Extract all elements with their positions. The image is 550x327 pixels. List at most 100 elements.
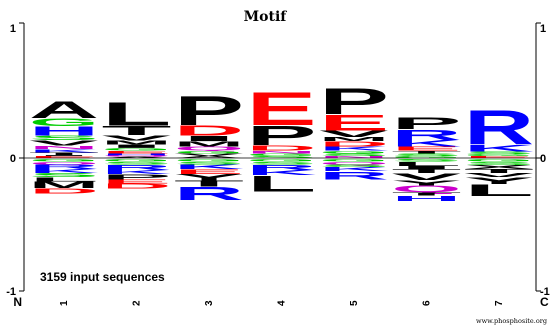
logo-letter-k-pos5-below-3: K <box>319 166 389 172</box>
logo-letter-p-pos5-above-0: P <box>319 80 389 122</box>
logo-letter-t-pos7-below-3: T <box>464 168 534 174</box>
logo-letter-s-pos7-above-2: S <box>464 151 534 155</box>
logo-letter-r-pos1-below-2: R <box>29 163 99 170</box>
logo-letter-t-pos1-above-7: T <box>29 152 99 156</box>
position-labels: 1 2 3 4 5 6 7 <box>59 300 505 306</box>
logo-letter-k-pos5-above-5: K <box>319 146 389 152</box>
right-tick-label-bottom: -1 <box>540 286 550 298</box>
n-terminal-label: N <box>13 295 22 309</box>
logo-letter-g-pos6-above-6: G <box>392 155 462 158</box>
logo-letter-s-pos2-below-1: S <box>102 161 172 165</box>
logo-letter-n-pos5-above-8: N <box>319 155 389 158</box>
logo-letter-p-pos6-above-0: P <box>392 114 462 133</box>
position-label-7: 7 <box>494 300 505 306</box>
logo-letter-g-pos1-above-1: G <box>29 116 99 129</box>
logo-letter-g-pos5-above-6: G <box>319 150 389 154</box>
logo-letter-y-pos7-below-5: Y <box>464 176 534 186</box>
logo-letter-d-pos4-above-2: D <box>247 144 317 152</box>
logo-letter-e-pos1-above-9: E <box>29 156 99 159</box>
right-tick-label-top: 1 <box>540 23 546 35</box>
logo-letter-i-pos3-above-2: I <box>174 134 244 142</box>
logo-letter-n-pos4-above-3: N <box>247 150 317 154</box>
logo-letter-d-pos2-below-6: D <box>102 182 172 190</box>
logo-letter-l-pos1-below-5: L <box>29 176 99 182</box>
logo-letter-e-pos6-above-3: E <box>392 146 462 152</box>
logo-letter-r-pos6-above-1: R <box>392 126 462 143</box>
letter-stacks: AGHSVNKTIEGQRKSLMDLTVMIGEHQAGSRKPEDPDIMQ… <box>29 80 534 204</box>
logo-letter-q-pos5-below-1: Q <box>319 161 389 165</box>
logo-letter-v-pos6-below-4: V <box>392 171 462 181</box>
logo-letter-k-pos1-below-3: K <box>29 168 99 174</box>
logo-letter-e-pos3-below-3: E <box>174 168 244 175</box>
logo-letter-k-pos2-below-3: K <box>102 169 172 175</box>
logo-letter-e-pos7-above-4: E <box>464 155 534 158</box>
logo-letter-v-pos2-above-2: V <box>102 134 172 142</box>
logo-letter-m-pos5-above-3: M <box>319 136 389 142</box>
logo-letter-p-pos3-above-0: P <box>174 88 244 134</box>
logo-letter-r-pos5-below-4: R <box>319 169 389 182</box>
logo-letter-g-pos1-below-0: G <box>29 158 99 162</box>
logo-letter-e-pos2-below-5: E <box>102 178 172 184</box>
logo-letter-s-pos7-below-1: S <box>464 161 534 166</box>
logo-letter-t-pos6-below-3: T <box>392 168 462 174</box>
logo-letter-d-pos1-below-7: D <box>29 187 99 195</box>
logo-letter-t-pos2-above-1: T <box>102 123 172 138</box>
logo-letter-t-pos6-below-7: T <box>392 191 462 196</box>
logo-letter-i-pos1-above-8: I <box>29 155 99 157</box>
logo-letter-k-pos7-above-1: K <box>464 143 534 153</box>
logo-letter-t-pos3-below-5: T <box>174 179 244 188</box>
logo-letter-n-pos1-above-5: N <box>29 145 99 150</box>
position-label-4: 4 <box>277 300 288 306</box>
logo-letter-h-pos2-above-7: H <box>102 153 172 156</box>
input-sequences-note: 3159 input sequences <box>40 270 165 284</box>
logo-letter-g-pos3-above-5: G <box>174 150 244 154</box>
logo-letter-a-pos2-above-9: A <box>102 156 172 158</box>
left-tick-label-top: 1 <box>10 23 16 35</box>
right-tick-label-mid: 0 <box>540 153 546 165</box>
logo-letter-e-pos5-above-1: E <box>319 110 389 135</box>
logo-letter-k-pos3-below-2: K <box>174 163 244 170</box>
logo-letter-s-pos6-below-0: S <box>392 158 462 162</box>
position-label-3: 3 <box>204 300 215 306</box>
logo-letter-h-pos6-below-8: H <box>392 194 462 202</box>
left-tick-label-mid: 0 <box>10 153 16 165</box>
logo-letter-d-pos3-above-1: D <box>174 122 244 139</box>
logo-letter-m-pos3-above-3: M <box>174 140 244 148</box>
logo-letter-l-pos4-below-4: L <box>247 171 317 196</box>
logo-letter-s-pos4-above-5: S <box>247 155 317 158</box>
logo-letter-g-pos7-above-3: G <box>464 153 534 156</box>
logo-letter-l-pos7-below-6: L <box>464 181 534 200</box>
logo-letter-r-pos7-above-0: R <box>464 101 534 155</box>
logo-letter-g-pos4-above-4: G <box>247 153 317 157</box>
position-label-2: 2 <box>132 300 143 306</box>
logo-letter-s-pos5-below-2: S <box>319 164 389 168</box>
logo-letter-m-pos2-above-3: M <box>102 139 172 145</box>
logo-letter-l-pos6-below-1: L <box>392 161 462 167</box>
logo-letter-x-pos7-below-2: X <box>464 164 534 170</box>
logo-letter-p-pos2-below-4: P <box>102 172 172 180</box>
logo-letter-y-pos3-below-4: Y <box>174 172 244 182</box>
logo-letter-q-pos1-below-1: Q <box>29 161 99 165</box>
logo-letter-g-pos7-below-0: G <box>464 158 534 162</box>
logo-letter-v-pos1-above-4: V <box>29 139 99 147</box>
logo-letter-s-pos4-below-1: S <box>247 161 317 165</box>
logo-letter-a-pos3-above-7: A <box>174 155 244 158</box>
logo-letter-v-pos3-above-6: V <box>174 153 244 157</box>
logo-letter-e-pos2-above-6: E <box>102 150 172 154</box>
logo-letter-k-pos4-below-3: K <box>247 168 317 176</box>
logo-letter-d-pos5-above-4: D <box>319 140 389 148</box>
logo-letter-s-pos5-above-7: S <box>319 153 389 157</box>
logo-letter-s-pos6-above-5: S <box>392 153 462 157</box>
credit-text: www.phosphosite.org <box>476 317 547 325</box>
logo-letter-m-pos1-below-6: M <box>29 180 99 191</box>
logo-letter-v-pos5-above-2: V <box>319 129 389 139</box>
logo-letter-h-pos1-above-2: H <box>29 123 99 138</box>
logo-letter-t-pos6-above-4: T <box>392 150 462 154</box>
logo-letter-e-pos4-above-0: E <box>247 83 317 135</box>
logo-letter-s-pos3-below-1: S <box>174 161 244 165</box>
logo-letter-q-pos3-above-4: Q <box>174 145 244 151</box>
logo-letter-q-pos6-below-6: Q <box>392 184 462 195</box>
c-terminal-label: C <box>540 295 549 309</box>
logo-letter-r-pos3-below-6: R <box>174 183 244 204</box>
